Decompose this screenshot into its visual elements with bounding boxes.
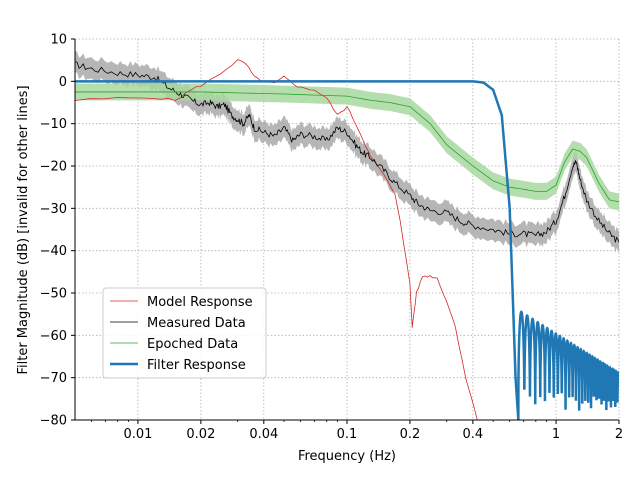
y-axis-label: Filter Magnitude (dB) [invalid for other… (16, 85, 31, 374)
x-tick-label: 2 (615, 427, 623, 442)
x-tick-label: 0.01 (123, 427, 152, 442)
legend-label-epoched-data: Epoched Data (147, 337, 238, 352)
line-model-response (75, 59, 478, 420)
tick-labels: 0.01 0.02 0.04 0.1 0.2 0.4 1 2 10 0 −10 −20 −30 −40 −5… (40, 33, 624, 443)
x-tick-label: 0.4 (463, 427, 484, 442)
x-tick-label: 0.04 (249, 427, 278, 442)
line-filter-response (75, 80, 520, 420)
legend-box (102, 287, 267, 379)
x-tick-label: 1 (552, 427, 560, 442)
y-tick-label: −20 (40, 160, 67, 175)
y-tick-label: −50 (40, 287, 67, 302)
line-epoched-data (75, 91, 619, 203)
legend-label-filter-response: Filter Response (147, 358, 246, 373)
y-tick-label: 0 (59, 75, 67, 90)
line-filter-response-stopband (517, 310, 619, 420)
x-tick-label: 0.2 (400, 427, 421, 442)
x-tick-label: 0.1 (337, 427, 358, 442)
y-tick-label: 10 (50, 33, 67, 48)
y-tick-label: −70 (40, 371, 67, 386)
legend-label-measured-data: Measured Data (147, 316, 246, 331)
legend: Model Response Measured Data Epoched Dat… (102, 287, 267, 379)
y-tick-label: −10 (40, 117, 67, 132)
y-tick-label: −40 (40, 244, 67, 259)
y-tick-label: −60 (40, 329, 67, 344)
axes (71, 38, 620, 424)
y-tick-label: −30 (40, 202, 67, 217)
series-lines (75, 59, 619, 420)
legend-label-model-response: Model Response (147, 295, 253, 310)
band-epoched-data (75, 83, 619, 211)
x-tick-label: 0.02 (186, 427, 215, 442)
x-axis-label: Frequency (Hz) (298, 449, 396, 464)
line-measured-data (75, 61, 619, 243)
y-tick-label: −80 (40, 414, 67, 429)
